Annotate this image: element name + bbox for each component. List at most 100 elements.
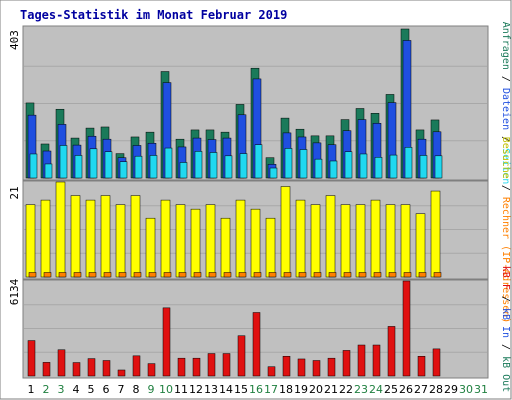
- bar-rechner-day-2: [43, 272, 52, 278]
- panel-requests-legend: Anfragen / Dateien / Seiten: [500, 22, 511, 185]
- legend-entry: Seiten: [500, 148, 511, 184]
- bar-rechner-day-25: [388, 272, 397, 278]
- bar-seiten-day-17: [269, 167, 278, 179]
- bar-kb-f-day-20: [312, 360, 321, 377]
- bar-besuche-day-27: [415, 213, 426, 278]
- day-label-31: 31: [474, 383, 488, 396]
- panel-visits: 21 Besuche / Rechner (IP-Adressen): [8, 137, 511, 324]
- bar-besuche-day-2: [40, 199, 51, 278]
- bar-kb-f-day-12: [192, 357, 201, 377]
- day-label-9: 9: [148, 383, 155, 396]
- bar-besuche-day-19: [295, 199, 306, 278]
- bar-seiten-day-27: [419, 155, 428, 179]
- day-label-10: 10: [159, 383, 173, 396]
- panel-visits-max-label: 21: [8, 186, 21, 199]
- bar-kb-f-day-16: [252, 312, 261, 377]
- bar-rechner-day-15: [238, 272, 247, 278]
- bar-kb-f-day-14: [222, 353, 231, 377]
- bar-besuche-day-18: [280, 186, 291, 278]
- day-label-20: 20: [309, 383, 323, 396]
- day-label-11: 11: [174, 383, 188, 396]
- bar-rechner-day-27: [418, 272, 427, 278]
- bar-seiten-day-8: [134, 155, 143, 179]
- bar-seiten-day-3: [59, 145, 68, 179]
- bar-besuche-day-6: [100, 195, 111, 278]
- bar-rechner-day-14: [223, 272, 232, 278]
- day-label-17: 17: [264, 383, 278, 396]
- day-label-2: 2: [43, 383, 50, 396]
- bar-rechner-day-18: [283, 272, 292, 278]
- day-label-29: 29: [444, 383, 458, 396]
- day-label-6: 6: [103, 383, 110, 396]
- legend-entry: /: [500, 290, 511, 308]
- bar-kb-f-day-7: [117, 369, 126, 377]
- panel-kbytes-max-label: 6134: [8, 278, 21, 305]
- bar-kb-f-day-6: [102, 360, 111, 377]
- legend-entry: /: [500, 338, 511, 356]
- bar-besuche-day-24: [370, 199, 381, 278]
- bar-besuche-day-1: [25, 204, 36, 278]
- bar-besuche-day-3: [55, 181, 66, 278]
- day-label-22: 22: [339, 383, 353, 396]
- day-label-16: 16: [249, 383, 263, 396]
- bar-kb-f-day-15: [237, 335, 246, 377]
- bar-besuche-day-17: [265, 217, 276, 278]
- legend-entry: Besuche: [500, 137, 511, 179]
- bar-kb-f-day-23: [357, 344, 366, 377]
- day-label-24: 24: [369, 383, 383, 396]
- bar-rechner-day-21: [328, 272, 337, 278]
- panel-requests-max-label: 403: [8, 30, 21, 50]
- day-label-14: 14: [219, 383, 233, 396]
- bar-rechner-day-23: [358, 272, 367, 278]
- legend-entry: kB Out: [500, 356, 511, 392]
- bar-seiten-day-28: [434, 155, 443, 179]
- bar-rechner-day-26: [403, 272, 412, 278]
- bar-rechner-day-17: [268, 272, 277, 278]
- day-label-7: 7: [118, 383, 125, 396]
- bar-seiten-day-18: [284, 148, 293, 179]
- bar-kb-f-day-27: [417, 356, 426, 377]
- bar-besuche-day-10: [160, 199, 171, 278]
- bar-besuche-day-11: [175, 204, 186, 278]
- bar-kb-f-day-1: [27, 340, 36, 377]
- bar-kb-f-day-22: [342, 350, 351, 377]
- bar-rechner-day-12: [193, 272, 202, 278]
- bar-kb-f-day-24: [372, 344, 381, 377]
- bar-besuche-day-15: [235, 199, 246, 278]
- bar-besuche-day-13: [205, 204, 216, 278]
- bar-besuche-day-4: [70, 195, 81, 278]
- legend-entry: /: [500, 130, 511, 148]
- legend-entry: kB F: [500, 266, 511, 290]
- day-label-8: 8: [133, 383, 140, 396]
- bar-rechner-day-28: [433, 272, 442, 278]
- panel-visits-legend: Besuche / Rechner (IP-Adressen): [500, 137, 511, 324]
- bar-seiten-day-15: [239, 153, 248, 179]
- day-label-30: 30: [459, 383, 473, 396]
- bar-rechner-day-22: [343, 272, 352, 278]
- bar-seiten-day-6: [104, 151, 113, 179]
- bar-besuche-day-20: [310, 204, 321, 278]
- bar-besuche-day-22: [340, 204, 351, 278]
- bar-seiten-day-19: [299, 149, 308, 179]
- chart-panels: 403 Anfragen / Dateien / Seiten 21 Besuche …: [8, 22, 511, 393]
- bar-besuche-day-26: [400, 204, 411, 278]
- bar-kb-f-day-26: [402, 280, 411, 377]
- bar-seiten-day-22: [344, 151, 353, 179]
- bar-kb-f-day-9: [147, 363, 156, 377]
- bar-rechner-day-10: [163, 272, 172, 278]
- bar-besuche-day-25: [385, 204, 396, 278]
- bar-rechner-day-11: [178, 272, 187, 278]
- day-label-13: 13: [204, 383, 218, 396]
- legend-entry: Dateien: [500, 88, 511, 130]
- bar-besuche-day-16: [250, 208, 261, 278]
- bar-rechner-day-16: [253, 272, 262, 278]
- bar-rechner-day-3: [58, 272, 67, 278]
- chart-title: Tages-Statistik im Monat Februar 2019: [20, 8, 287, 22]
- legend-entry: /: [500, 70, 511, 88]
- day-label-4: 4: [73, 383, 80, 396]
- day-label-19: 19: [294, 383, 308, 396]
- panel-kbytes-legend: kB F / kB In / kB Out: [500, 266, 511, 392]
- bar-besuche-day-7: [115, 204, 126, 278]
- bar-seiten-day-14: [224, 155, 233, 179]
